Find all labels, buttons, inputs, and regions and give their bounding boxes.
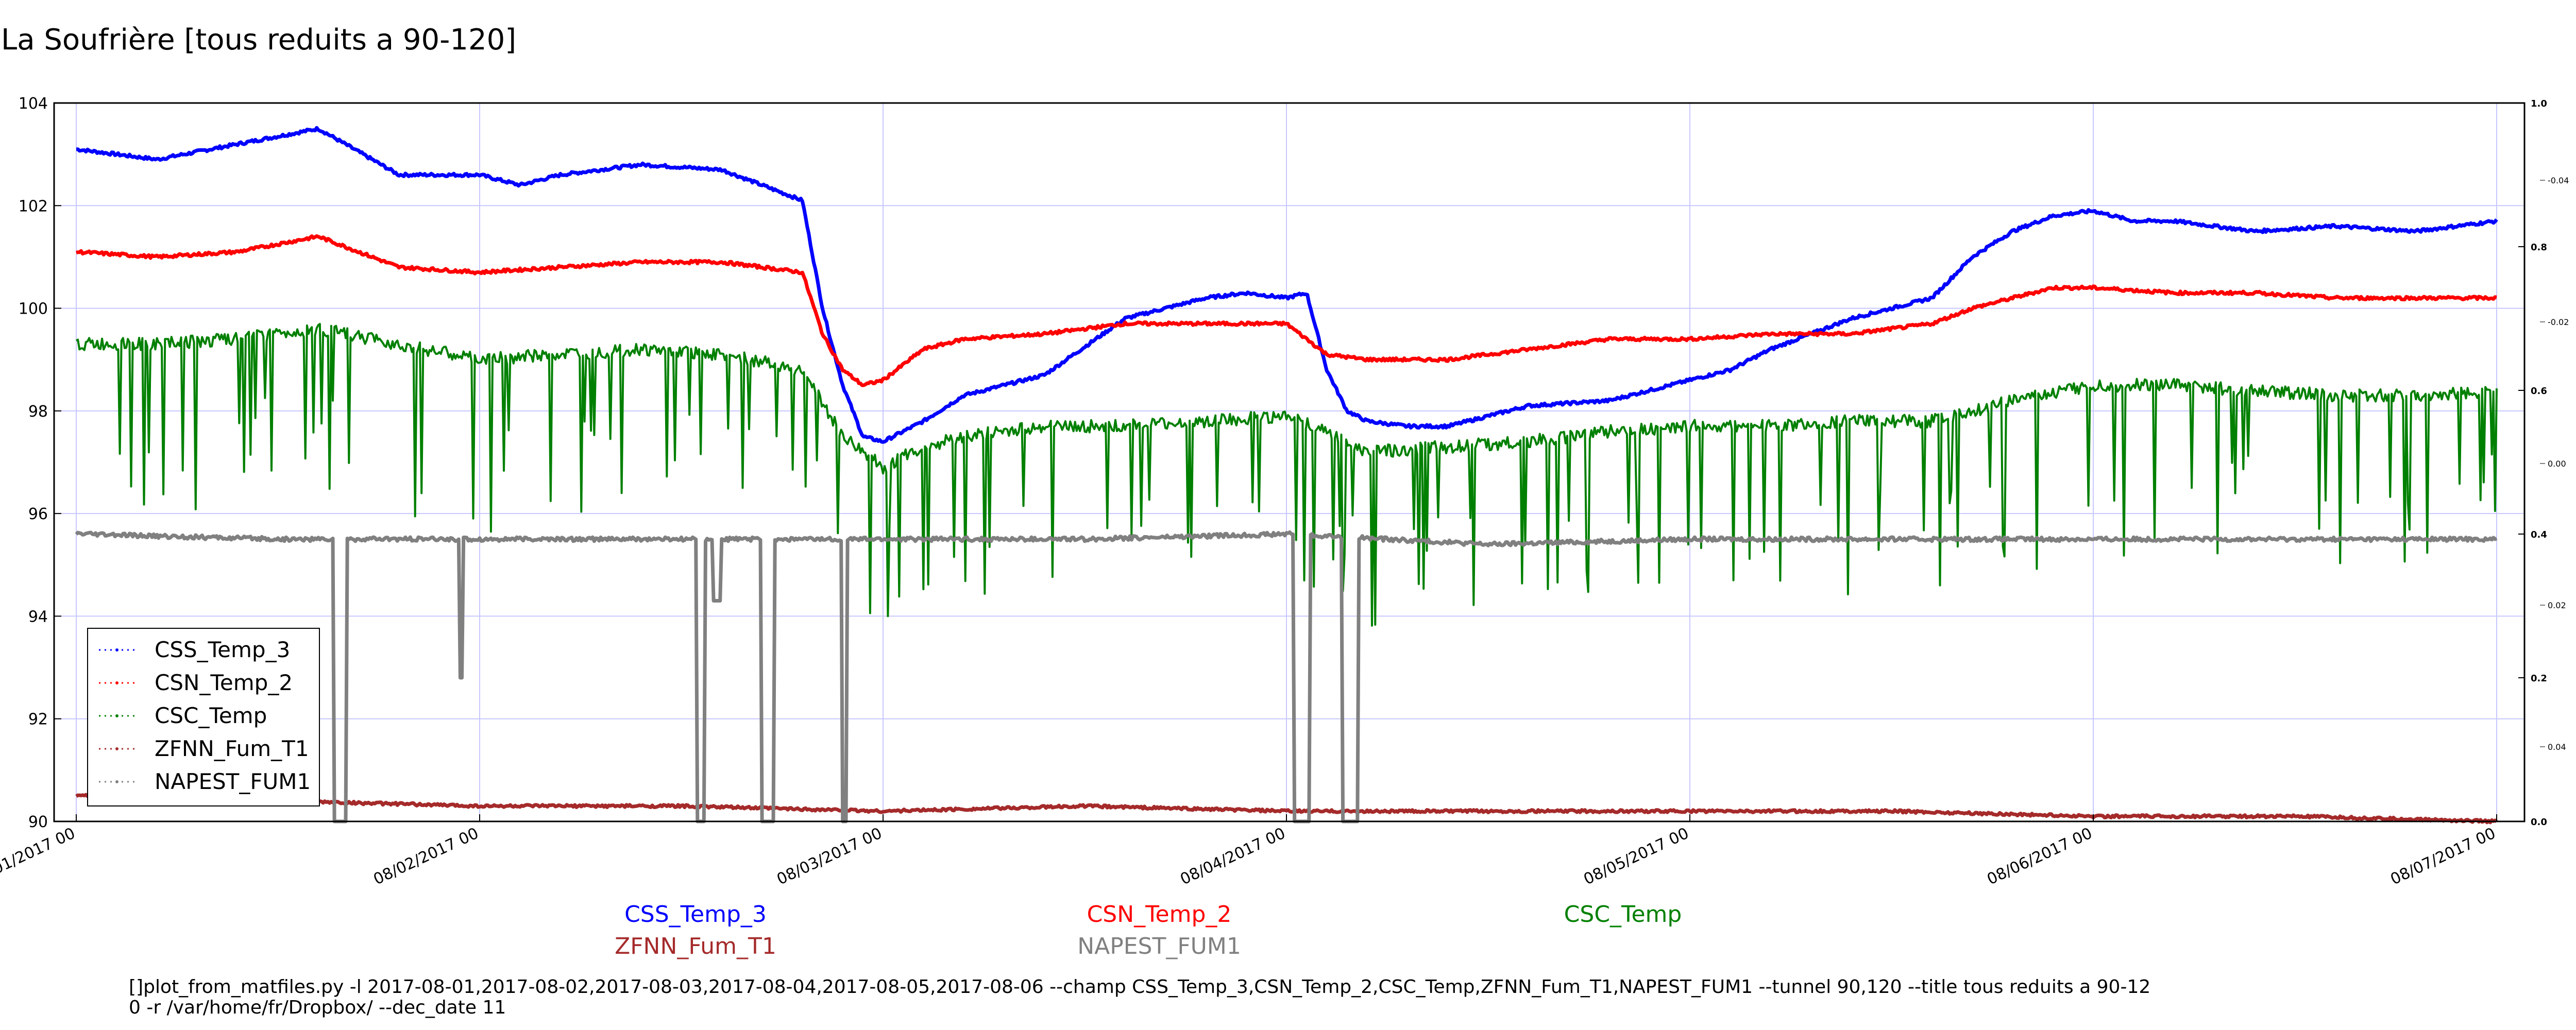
- y2-tick-label: 0.4: [2531, 529, 2547, 540]
- y-tick-label: 102: [19, 197, 48, 215]
- x-tick-label: 08/02/2017 00: [371, 825, 482, 889]
- y3-tick-label: -0.02: [2548, 317, 2569, 327]
- legend-label-csn-temp-2: CSN_Temp_2: [155, 670, 293, 695]
- bottom-label-css-temp-3: CSS_Temp_3: [624, 901, 767, 928]
- y2-axis: 0.0 0.2 0.4 0.6 0.8 1.0 -0.04 -0.02 0.00 0.02 0.04: [2518, 98, 2569, 828]
- bottom-label-napest-fum1: NAPEST_FUM1: [1077, 933, 1241, 959]
- legend-marker-css-temp-3: [115, 648, 118, 651]
- series-csn-temp-2: [76, 234, 2497, 387]
- x-tick-label: 08/04/2017 00: [1178, 825, 1289, 889]
- legend-box: [87, 628, 320, 806]
- legend-label-napest-fum1: NAPEST_FUM1: [155, 769, 311, 794]
- series-napest-fum1: [75, 530, 2498, 823]
- y-tick-label: 90: [28, 813, 48, 831]
- grid: [54, 103, 2524, 821]
- x-tick-label: 08/06/2017 00: [1985, 825, 2095, 889]
- y-tick-label: 104: [19, 95, 48, 113]
- x-axis: 08/01/2017 00 08/02/2017 00 08/03/2017 00 0…: [0, 814, 2498, 888]
- legend-label-css-temp-3: CSS_Temp_3: [155, 637, 290, 662]
- y2-tick-label: 1.0: [2531, 98, 2547, 109]
- legend-marker-csc-temp: [115, 714, 118, 717]
- series-line-napest-fum1: [75, 530, 2498, 823]
- series-csc-temp: [75, 323, 2498, 627]
- y3-tick-label: 0.00: [2548, 459, 2566, 469]
- command-line-2: 0 -r /var/home/fr/Dropbox/ --dec_date 11: [129, 997, 506, 1018]
- series-css-temp-3: [76, 126, 2498, 444]
- legend-marker-napest-fum1: [115, 780, 118, 783]
- bottom-labels: CSS_Temp_3 CSN_Temp_2 CSC_Temp ZFNN_Fum_…: [615, 901, 1682, 959]
- y-tick-label: 92: [28, 711, 48, 729]
- x-tick-label: 08/01/2017 00: [0, 825, 78, 889]
- y3-tick-label: 0.02: [2548, 600, 2566, 610]
- bottom-label-csn-temp-2: CSN_Temp_2: [1087, 901, 1232, 928]
- x-tick-label: 08/07/2017 00: [2388, 825, 2499, 889]
- y2-tick-label: 0.0: [2531, 817, 2547, 828]
- bottom-label-csc-temp: CSC_Temp: [1564, 901, 1682, 928]
- chart-title: La Soufrière [tous reduits a 90-120]: [1, 23, 516, 57]
- y-tick-label: 96: [28, 505, 48, 523]
- series-line-csn-temp-2: [76, 234, 2497, 387]
- legend: CSS_Temp_3 CSN_Temp_2 CSC_Temp ZFNN_Fum_T1 N…: [87, 628, 320, 806]
- x-tick-label: 08/03/2017 00: [774, 825, 885, 889]
- x-tick-label: 08/05/2017 00: [1581, 825, 1692, 889]
- y-tick-label: 94: [28, 608, 48, 626]
- series-line-css-temp-3: [76, 126, 2498, 444]
- legend-label-csc-temp: CSC_Temp: [155, 703, 267, 728]
- y3-tick-label: 0.04: [2548, 742, 2566, 752]
- y-axis: 90 92 94 96 98 100 102 104: [19, 95, 61, 831]
- bottom-label-zfnn-fum-t1: ZFNN_Fum_T1: [615, 933, 776, 959]
- y-tick-label: 100: [19, 300, 48, 318]
- plot-frame: [53, 102, 2526, 822]
- y2-tick-label: 0.2: [2531, 673, 2547, 684]
- series-line-csc-temp: [75, 323, 2498, 627]
- y2-tick-label: 0.8: [2531, 242, 2547, 253]
- legend-label-zfnn-fum-t1: ZFNN_Fum_T1: [155, 736, 309, 761]
- y-tick-label: 98: [28, 403, 48, 421]
- y2-tick-label: 0.6: [2531, 386, 2547, 397]
- legend-marker-csn-temp-2: [115, 681, 118, 684]
- command-line-1: []plot_from_matfiles.py -l 2017-08-01,20…: [129, 976, 2151, 998]
- y3-tick-label: -0.04: [2548, 176, 2569, 185]
- legend-marker-zfnn-fum-t1: [115, 747, 118, 750]
